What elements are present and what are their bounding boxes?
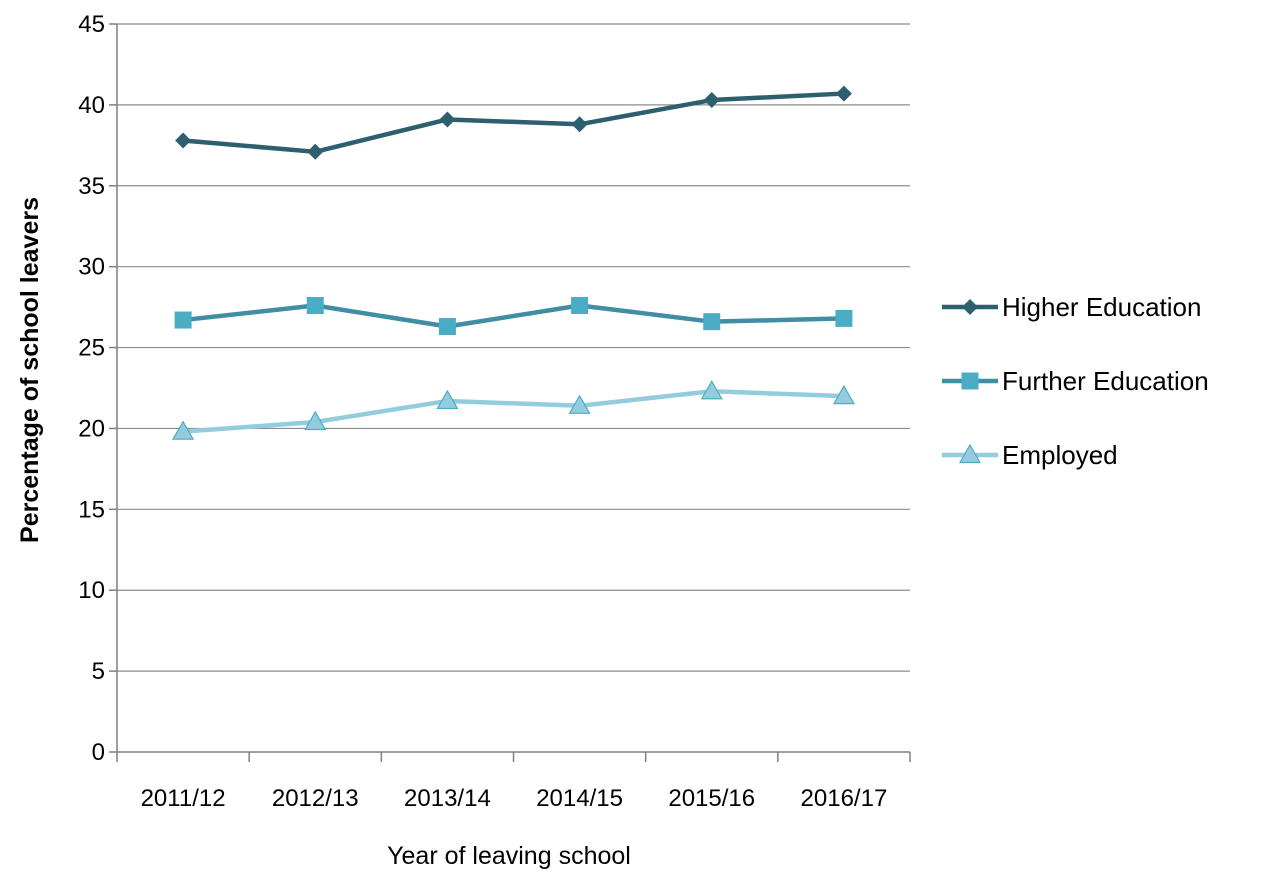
data-point (835, 85, 852, 102)
legend-label: Further Education (1002, 366, 1209, 396)
data-point (439, 111, 456, 128)
series-line (182, 388, 844, 434)
legend-item: Employed (942, 440, 1118, 470)
y-tick-label: 5 (92, 658, 105, 685)
y-tick-label: 40 (78, 92, 105, 119)
data-point (835, 309, 853, 327)
data-point (571, 116, 588, 133)
data-point (306, 296, 324, 314)
data-point (172, 420, 195, 440)
data-point (568, 394, 591, 414)
data-point (307, 143, 324, 160)
series-layer (172, 85, 855, 440)
legend-item: Higher Education (942, 292, 1201, 322)
y-tick-labels: 0 5 10 15 20 25 30 35 40 45 (78, 11, 105, 766)
legend-item: Further Education (942, 366, 1209, 396)
data-point (703, 313, 721, 331)
data-point (174, 311, 192, 329)
legend-marker (958, 443, 982, 464)
legend: Higher Education Further Education Employe… (942, 292, 1209, 470)
data-point (175, 132, 192, 149)
legend-marker (962, 299, 978, 315)
data-point (571, 296, 589, 314)
series-line (182, 91, 845, 155)
x-tick-label: 2016/17 (801, 785, 888, 812)
y-tick-label: 45 (78, 11, 105, 38)
series-line (182, 303, 844, 329)
y-tick-label: 30 (78, 254, 105, 281)
x-tick-label: 2014/15 (536, 785, 623, 812)
y-tick-label: 20 (78, 415, 105, 442)
data-point (700, 380, 723, 400)
x-tick-labels: 2011/12 2012/13 2013/14 2014/15 2015/16 2016/… (141, 785, 888, 812)
legend-label: Employed (1002, 440, 1118, 470)
series-2 (172, 380, 855, 440)
y-tick-label: 35 (78, 173, 105, 200)
series-1 (174, 296, 853, 336)
y-axis-title: Percentage of school leavers (16, 197, 44, 543)
data-point (304, 410, 327, 431)
data-point (438, 318, 456, 336)
y-tick-label: 25 (78, 335, 105, 362)
data-point (832, 384, 855, 405)
x-ticks (116, 752, 911, 762)
series-0 (175, 85, 852, 160)
x-tick-label: 2012/13 (272, 785, 359, 812)
x-tick-label: 2013/14 (404, 785, 491, 812)
gridlines (109, 23, 910, 753)
data-point (436, 389, 459, 410)
data-point (703, 92, 720, 109)
legend-marker (961, 372, 979, 390)
x-axis-title: Year of leaving school (387, 842, 631, 870)
y-tick-label: 10 (78, 577, 105, 604)
y-tick-label: 0 (92, 739, 105, 766)
x-tick-label: 2015/16 (668, 785, 755, 812)
axes (116, 24, 910, 753)
legend-label: Higher Education (1002, 292, 1201, 322)
y-tick-label: 15 (78, 496, 105, 523)
x-tick-label: 2011/12 (141, 785, 226, 812)
